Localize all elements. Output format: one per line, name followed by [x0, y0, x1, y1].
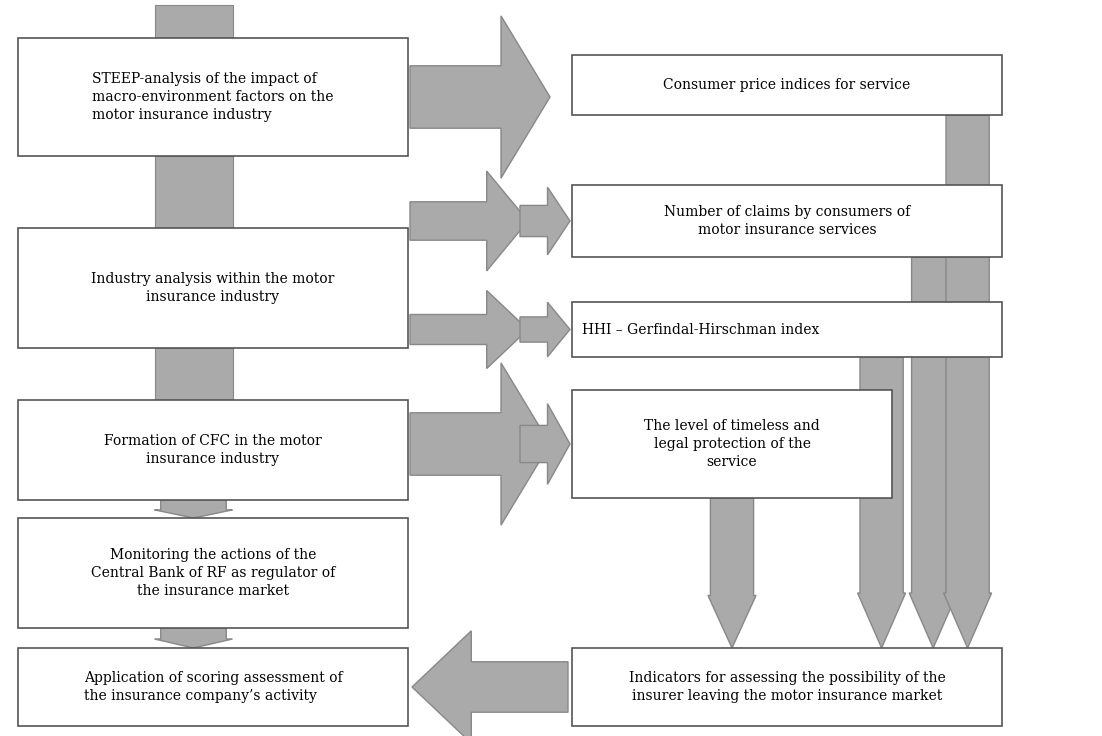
Bar: [18, 400, 408, 500]
Text: Monitoring the actions of the
Central Bank of RF as regulator of
the insurance m: Monitoring the actions of the Central Ba…: [90, 548, 335, 598]
Bar: [18, 38, 408, 156]
Polygon shape: [707, 498, 756, 648]
Polygon shape: [857, 357, 906, 648]
Polygon shape: [410, 291, 528, 369]
Polygon shape: [410, 171, 528, 271]
Text: Industry analysis within the motor
insurance industry: Industry analysis within the motor insur…: [91, 272, 335, 304]
Polygon shape: [909, 257, 958, 648]
Bar: [572, 648, 1002, 726]
Bar: [154, 5, 233, 38]
Text: Formation of CFC in the motor
insurance industry: Formation of CFC in the motor insurance …: [104, 434, 322, 466]
Polygon shape: [520, 302, 570, 357]
Polygon shape: [154, 500, 233, 518]
Polygon shape: [520, 187, 570, 255]
Bar: [18, 648, 408, 726]
Bar: [572, 302, 1002, 357]
Polygon shape: [410, 363, 550, 525]
Polygon shape: [410, 16, 550, 178]
Text: HHI – Gerfindal-Hirschman index: HHI – Gerfindal-Hirschman index: [582, 322, 820, 336]
Text: Consumer price indices for service: Consumer price indices for service: [663, 78, 910, 92]
Text: The level of timeless and
legal protection of the
service: The level of timeless and legal protecti…: [645, 419, 820, 470]
Bar: [572, 55, 1002, 115]
Text: STEEP-analysis of the impact of
macro-environment factors on the
motor insurance: STEEP-analysis of the impact of macro-en…: [93, 71, 334, 122]
Text: Application of scoring assessment of
the insurance company’s activity: Application of scoring assessment of the…: [84, 670, 343, 703]
Bar: [572, 390, 892, 498]
Polygon shape: [412, 631, 568, 736]
Polygon shape: [943, 115, 992, 648]
Bar: [18, 518, 408, 628]
Text: Indicators for assessing the possibility of the
insurer leaving the motor insura: Indicators for assessing the possibility…: [628, 670, 946, 703]
Bar: [572, 185, 1002, 257]
Bar: [18, 228, 408, 348]
Bar: [154, 156, 233, 228]
Polygon shape: [154, 628, 233, 648]
Text: Number of claims by consumers of
motor insurance services: Number of claims by consumers of motor i…: [663, 205, 910, 237]
Bar: [154, 348, 233, 400]
Polygon shape: [520, 404, 570, 484]
